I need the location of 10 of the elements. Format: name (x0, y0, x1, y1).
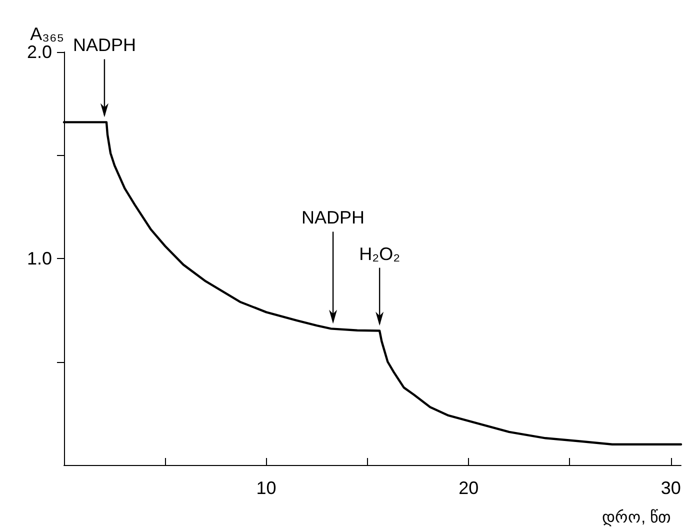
y-axis-title: A₃₆₅ (30, 24, 64, 44)
annotation: H₂O₂ (359, 244, 400, 264)
x-tick-label: 20 (458, 478, 479, 498)
x-tick-label: 30 (660, 478, 681, 498)
annotation: NADPH (302, 208, 365, 228)
annotation: NADPH (72, 35, 136, 56)
x-tick-label: 10 (256, 478, 276, 498)
y-tick-label: 1.0 (26, 248, 52, 268)
y-tick-label: 2.0 (26, 42, 52, 62)
x-axis-title: დრო, წთ (602, 508, 671, 526)
